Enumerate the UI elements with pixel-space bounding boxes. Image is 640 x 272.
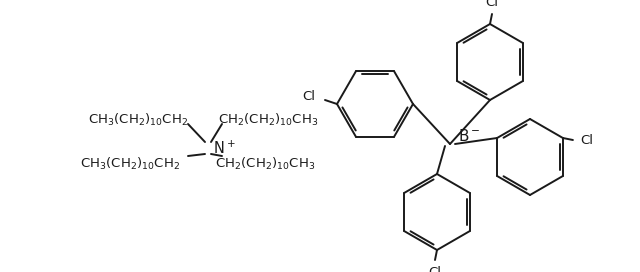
Text: B$^-$: B$^-$ [458,128,481,144]
Text: CH$_2$(CH$_2$)$_{10}$CH$_3$: CH$_2$(CH$_2$)$_{10}$CH$_3$ [218,112,318,128]
Text: Cl: Cl [303,89,316,103]
Text: CH$_3$(CH$_2$)$_{10}$CH$_2$: CH$_3$(CH$_2$)$_{10}$CH$_2$ [80,156,180,172]
Text: Cl: Cl [580,134,593,147]
Text: N$^+$: N$^+$ [213,139,236,157]
Text: CH$_3$(CH$_2$)$_{10}$CH$_2$: CH$_3$(CH$_2$)$_{10}$CH$_2$ [88,112,188,128]
Text: Cl: Cl [429,265,442,272]
Text: Cl: Cl [486,0,499,8]
Text: CH$_2$(CH$_2$)$_{10}$CH$_3$: CH$_2$(CH$_2$)$_{10}$CH$_3$ [215,156,316,172]
